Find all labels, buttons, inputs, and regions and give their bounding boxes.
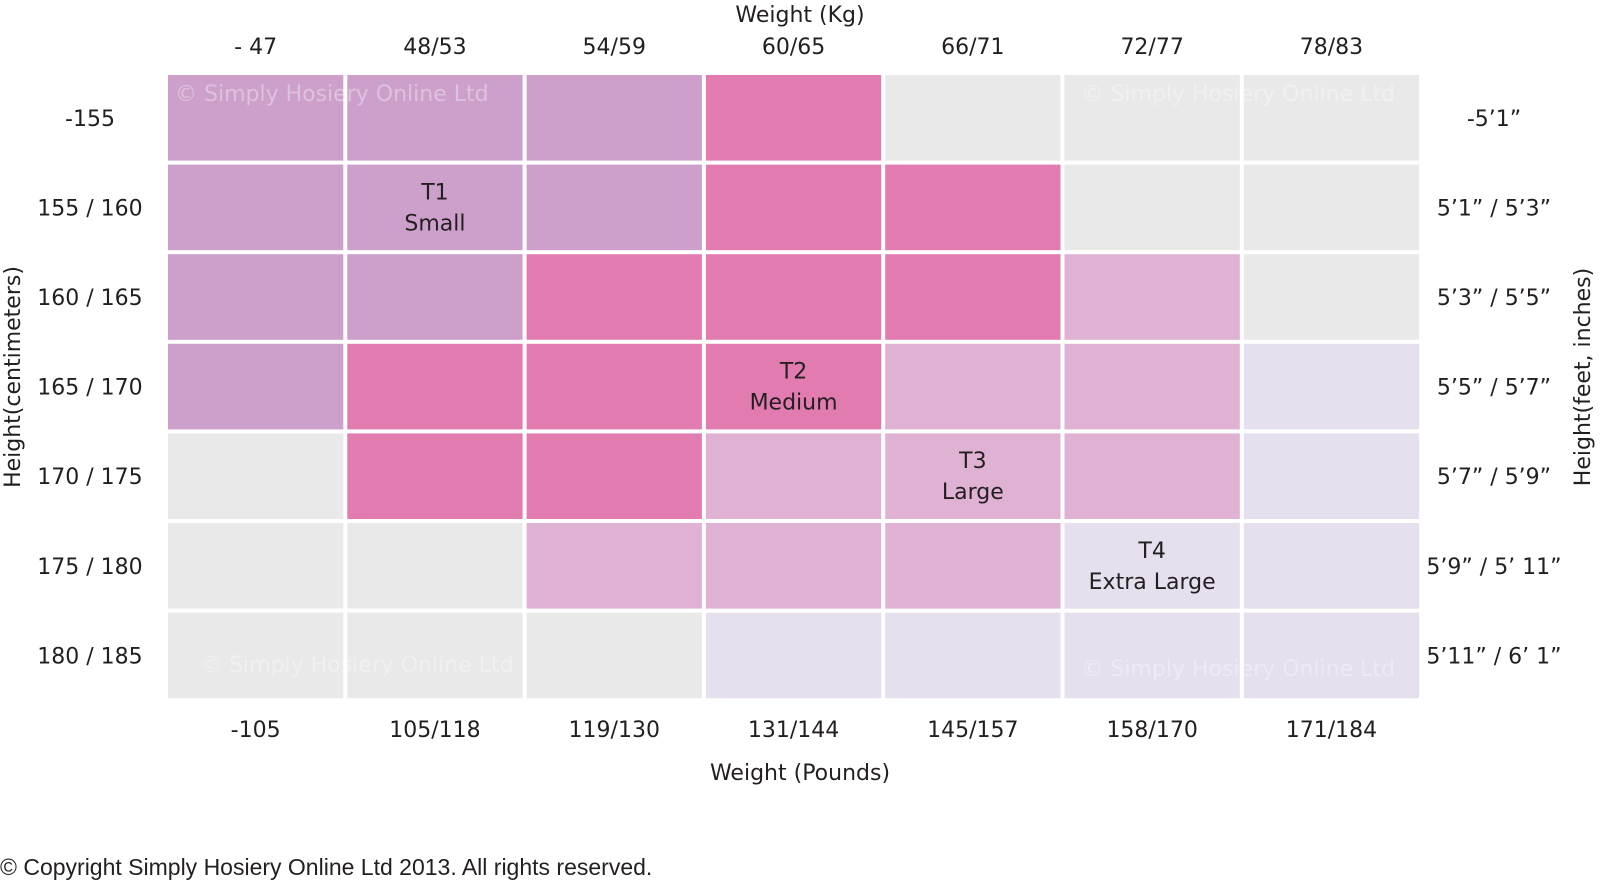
cell-r6-c1-none	[347, 612, 523, 699]
cell-r0-c4-none	[885, 75, 1061, 161]
cell-r4-c5-t3	[1064, 433, 1240, 519]
y-right-axis-title: Height(feet, inches)	[1571, 268, 1596, 486]
cell-r0-c3-t2	[705, 75, 882, 161]
cell-r2-c2-t2	[526, 254, 702, 340]
cell-r5-c2-t3	[526, 523, 702, 609]
y-left-axis-title: Height(centimeters)	[1, 266, 26, 488]
x-bottom-tick: 119/130	[569, 718, 660, 743]
cell-r1-c2-t1	[526, 164, 702, 251]
cell-r5-c1-none	[347, 523, 523, 609]
cell-r2-c4-t2	[885, 254, 1061, 340]
cell-r6-c0-none	[168, 612, 344, 699]
y-left-tick: 155 / 160	[37, 196, 142, 221]
cell-r1-c6-none	[1243, 164, 1420, 251]
x-top-tick: 54/59	[583, 35, 646, 60]
cell-r3-c2-t2	[526, 343, 702, 430]
cell-r6-c5-t4	[1064, 612, 1240, 699]
cell-r0-c2-t1	[526, 75, 702, 161]
size-label-t2-code: T2	[779, 360, 807, 385]
cell-r4-c6-t4	[1243, 433, 1420, 519]
y-right-tick: 5’11” / 6’ 1”	[1426, 644, 1561, 669]
x-bottom-tick: 158/170	[1106, 718, 1197, 743]
x-bottom-tick: -105	[231, 718, 281, 743]
size-label-t4-code: T4	[1137, 539, 1165, 564]
x-bottom-axis-title: Weight (Pounds)	[710, 761, 890, 786]
cell-r6-c6-t4	[1243, 612, 1420, 699]
cell-r1-c3-t2	[705, 164, 882, 251]
x-bottom-tick: 145/157	[927, 718, 1018, 743]
y-left-tick: 180 / 185	[37, 644, 142, 669]
y-left-tick: 175 / 180	[37, 555, 142, 580]
cell-r0-c5-none	[1064, 75, 1240, 161]
cell-r1-c1-t1	[347, 164, 523, 251]
cell-r0-c6-none	[1243, 75, 1420, 161]
cell-r3-c6-t4	[1243, 343, 1420, 430]
x-top-tick: 78/83	[1300, 35, 1363, 60]
y-right-tick: -5’1”	[1467, 107, 1521, 132]
size-label-t4-name: Extra Large	[1089, 570, 1216, 595]
x-top-tick: - 47	[234, 35, 277, 60]
x-bottom-tick: 171/184	[1286, 718, 1377, 743]
x-top-tick: 66/71	[941, 35, 1004, 60]
cell-r2-c5-t3	[1064, 254, 1240, 340]
y-left-tick: 165 / 170	[37, 376, 142, 401]
size-label-t3-code: T3	[958, 449, 986, 474]
y-left-tick: 170 / 175	[37, 465, 142, 490]
x-top-tick: 48/53	[403, 35, 466, 60]
cell-r1-c5-none	[1064, 164, 1240, 251]
cell-r4-c1-t2	[347, 433, 523, 519]
size-label-t1-name: Small	[404, 211, 465, 236]
y-right-tick: 5’3” / 5’5”	[1437, 286, 1551, 311]
cell-r6-c4-t4	[885, 612, 1061, 699]
y-left-tick: -155	[65, 107, 115, 132]
x-bottom-tick: 131/144	[748, 718, 839, 743]
y-right-tick: 5’5” / 5’7”	[1437, 376, 1551, 401]
y-right-tick: 5’7” / 5’9”	[1437, 465, 1551, 490]
y-right-tick: 5’9” / 5’ 11”	[1426, 555, 1561, 580]
size-label-t3-name: Large	[942, 480, 1004, 505]
cell-r3-c1-t2	[347, 343, 523, 430]
size-label-t2-name: Medium	[750, 391, 838, 416]
watermark-text: © Simply Hosiery Online Ltd	[1081, 657, 1395, 682]
cell-r3-c5-t3	[1064, 343, 1240, 430]
y-left-tick: 160 / 165	[37, 286, 142, 311]
cell-r2-c6-none	[1243, 254, 1420, 340]
cell-r3-c4-t3	[885, 343, 1061, 430]
x-top-tick: 60/65	[762, 35, 825, 60]
cell-r4-c3-t3	[705, 433, 882, 519]
watermark-text: © Simply Hosiery Online Ltd	[1081, 82, 1395, 107]
cell-r5-c3-t3	[705, 523, 882, 609]
cell-r4-c4-t3	[885, 433, 1061, 519]
cell-r6-c2-none	[526, 612, 702, 699]
cell-r6-c3-t4	[705, 612, 882, 699]
x-top-tick: 72/77	[1120, 35, 1183, 60]
cell-r5-c0-none	[168, 523, 344, 609]
watermark-text: © Simply Hosiery Online Ltd	[200, 653, 514, 678]
cell-r3-c0-t1	[168, 343, 344, 430]
size-label-t1-code: T1	[420, 180, 448, 205]
cell-r2-c1-t1	[347, 254, 523, 340]
x-top-axis-title: Weight (Kg)	[735, 3, 864, 28]
cell-r5-c5-t4	[1064, 523, 1240, 609]
cell-r0-c1-t1	[347, 75, 523, 161]
watermark-text: © Simply Hosiery Online Ltd	[175, 82, 489, 107]
cell-r5-c4-t3	[885, 523, 1061, 609]
copyright-notice: © Copyright Simply Hosiery Online Ltd 20…	[0, 854, 653, 880]
cell-r2-c0-t1	[168, 254, 344, 340]
cell-r0-c0-t1	[168, 75, 344, 161]
cell-r5-c6-t4	[1243, 523, 1420, 609]
cell-r3-c3-t2	[705, 343, 882, 430]
y-right-tick: 5’1” / 5’3”	[1437, 196, 1551, 221]
cell-r1-c4-t2	[885, 164, 1061, 251]
cell-r4-c2-t2	[526, 433, 702, 519]
cell-r4-c0-none	[168, 433, 344, 519]
cell-r2-c3-t2	[705, 254, 882, 340]
x-bottom-tick: 105/118	[389, 718, 480, 743]
cell-r1-c0-t1	[168, 164, 344, 251]
